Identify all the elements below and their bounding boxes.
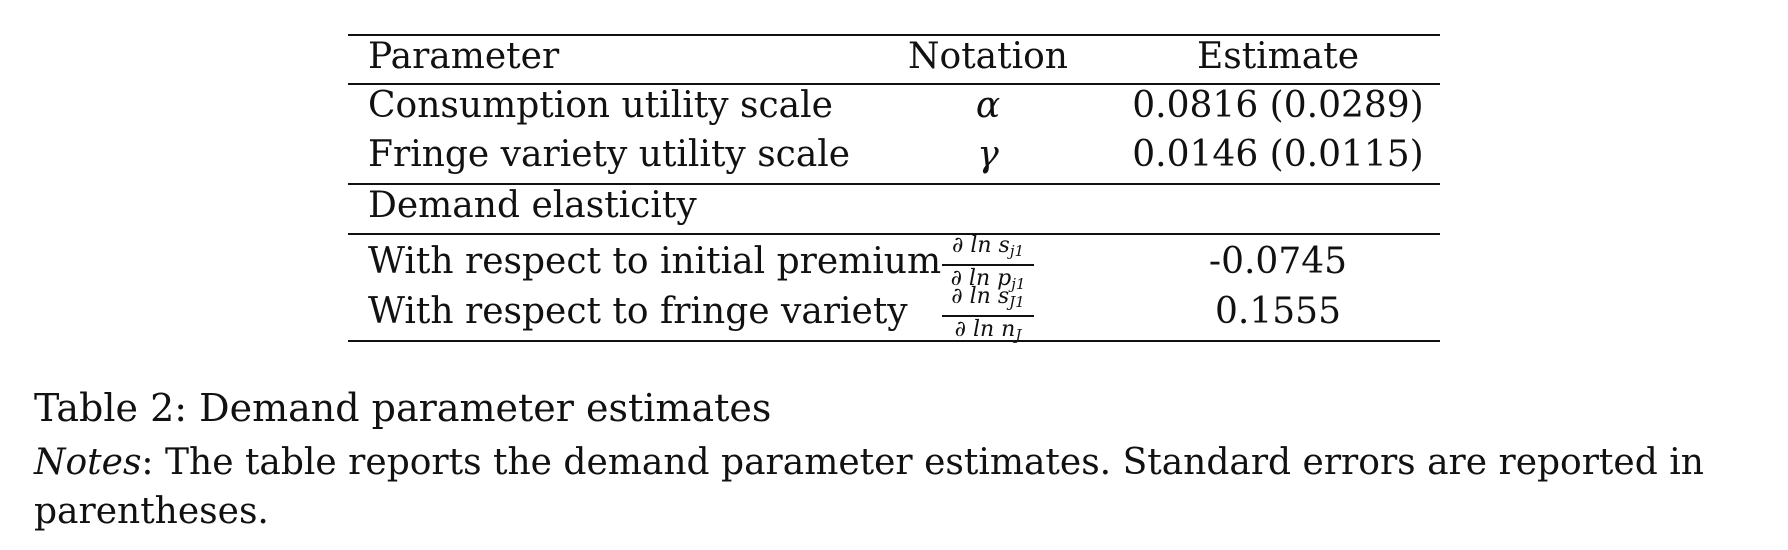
notes-label: Notes	[34, 442, 141, 483]
row-premium-estimate: -0.0745	[1130, 240, 1426, 284]
variety-denominator: ∂ ln nJ	[908, 318, 1068, 347]
row-variety-estimate: 0.1555	[1130, 290, 1426, 334]
row-variety-parameter: With respect to fringe variety	[368, 290, 908, 334]
row-consumption-notation: α	[908, 84, 1068, 128]
row-consumption-estimate: 0.0816 (0.0289)	[1130, 84, 1426, 128]
header-parameter: Parameter	[368, 35, 559, 79]
row-variety-notation: ∂ ln sJ1 ∂ ln nJ	[908, 285, 1068, 347]
row-consumption-parameter: Consumption utility scale	[368, 84, 833, 128]
header-notation: Notation	[908, 35, 1068, 79]
row-fringe-notation: γ	[908, 133, 1068, 177]
table-caption: Table 2: Demand parameter estimates	[34, 384, 771, 432]
row-fringe-estimate: 0.0146 (0.0115)	[1130, 133, 1426, 177]
table-bottom-rule	[348, 340, 1440, 342]
header-estimate: Estimate	[1130, 35, 1426, 79]
variety-numerator: ∂ ln sJ1	[908, 285, 1068, 314]
elasticity-rule	[348, 233, 1440, 235]
section-label-demand-elasticity: Demand elasticity	[368, 184, 697, 228]
row-fringe-parameter: Fringe variety utility scale	[368, 133, 850, 177]
table-notes: Notes: The table reports the demand para…	[34, 438, 1754, 536]
notes-text: : The table reports the demand parameter…	[34, 442, 1704, 532]
row-premium-parameter: With respect to initial premium	[368, 240, 941, 284]
premium-numerator: ∂ ln sj1	[908, 234, 1068, 263]
